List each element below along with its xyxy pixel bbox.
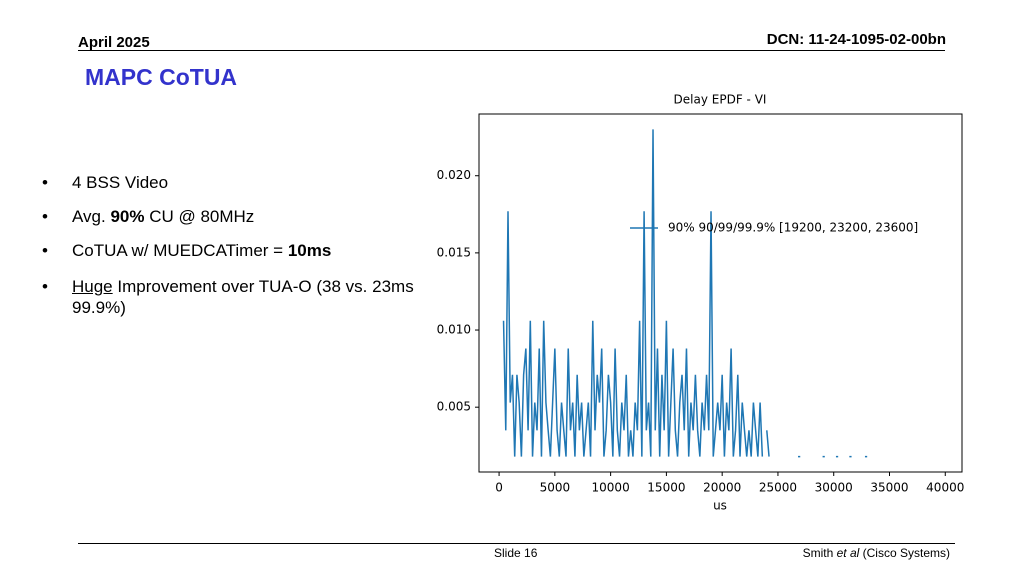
plot-frame — [478, 113, 963, 473]
dcn: DCN: 11-24-1095-02-00bn — [766, 31, 946, 48]
data-line — [502, 129, 868, 458]
y-tick-label: 0.020 — [437, 168, 471, 182]
footer-rule — [78, 543, 955, 544]
text-run: Smith — [802, 546, 837, 560]
slide-number: Slide 16 — [494, 546, 538, 560]
header-rule — [78, 50, 945, 51]
slide-title: MAPC CoTUA — [85, 64, 238, 90]
y-tick-label: 0.010 — [437, 323, 471, 337]
x-tick-label: 30000 — [815, 481, 853, 495]
text-run: Avg. — [72, 207, 111, 226]
text-run: et al — [836, 546, 860, 560]
text-run: 10ms — [287, 241, 332, 260]
bullet: • Huge Improvement over TUA-O (38 vs. 23m… — [42, 276, 422, 318]
date: April 2025 — [78, 34, 150, 51]
bullet-text: CoTUA w/ MUEDCATimer = 10ms — [72, 240, 331, 261]
text-run: 4 BSS Video — [72, 173, 169, 192]
text-run: CoTUA w/ MUEDCATimer = — [72, 241, 288, 260]
x-tick-label: 15000 — [647, 481, 685, 495]
text-run: Improvement over TUA-O (38 vs. 23ms 99.9… — [72, 277, 414, 317]
bullet-dot: • — [42, 207, 48, 226]
text-run: 90% — [110, 207, 145, 226]
bullet-text: 4 BSS Video — [72, 172, 168, 193]
text-run: Huge — [72, 277, 113, 296]
author: Smith et al (Cisco Systems) — [803, 546, 950, 560]
bullet-dot: • — [42, 173, 48, 192]
bullet: • 4 BSS Video — [42, 172, 422, 193]
x-tick-label: 35000 — [870, 481, 908, 495]
text-run: (Cisco Systems) — [859, 546, 950, 560]
x-axis-label: us — [713, 499, 727, 513]
x-tick-label: 5000 — [540, 481, 571, 495]
y-tick-label: 0.015 — [437, 245, 471, 259]
y-tick-label: 0.005 — [437, 400, 471, 414]
x-tick-label: 0 — [495, 481, 503, 495]
text-run: CU @ 80MHz — [144, 207, 255, 226]
bullet: • Avg. 90% CU @ 80MHz — [42, 206, 422, 227]
x-tick-label: 25000 — [759, 481, 797, 495]
bullet-text: Huge Improvement over TUA-O (38 vs. 23ms… — [72, 276, 422, 318]
bullet-dot: • — [42, 241, 48, 260]
bullet-text: Avg. 90% CU @ 80MHz — [72, 206, 254, 227]
x-tick-label: 10000 — [592, 481, 630, 495]
legend-label: 90% 90/99/99.9% [19200, 23200, 23600] — [668, 221, 918, 235]
bullet-dot: • — [42, 277, 48, 296]
x-tick-label: 20000 — [703, 481, 741, 495]
bullet: • CoTUA w/ MUEDCATimer = 10ms — [42, 240, 422, 261]
chart-title: Delay EPDF - VI — [674, 93, 767, 107]
x-tick-label: 40000 — [926, 481, 964, 495]
